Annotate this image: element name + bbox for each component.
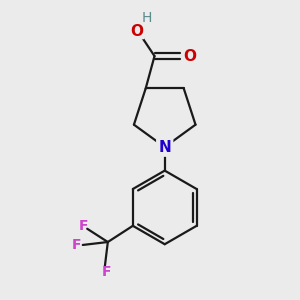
Text: H: H <box>142 11 152 25</box>
Text: F: F <box>78 219 88 233</box>
Text: F: F <box>102 265 111 279</box>
Text: O: O <box>183 49 196 64</box>
Text: O: O <box>130 23 143 38</box>
Text: N: N <box>158 140 171 154</box>
Text: F: F <box>72 238 81 252</box>
